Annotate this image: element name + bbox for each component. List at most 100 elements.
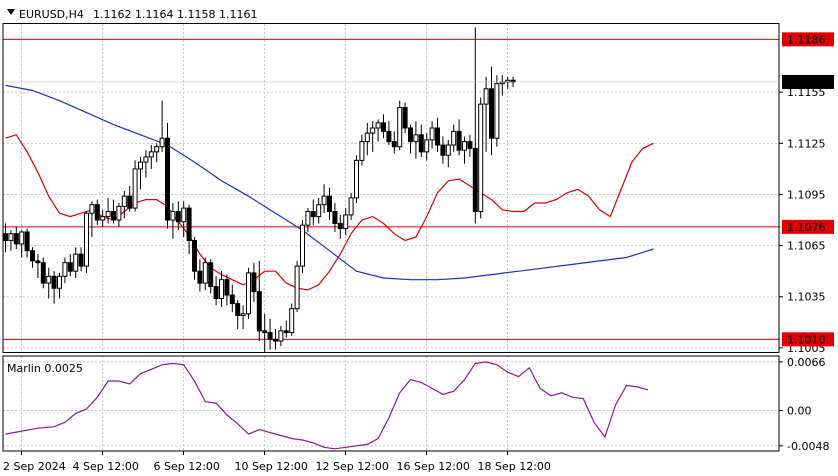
candle-body-down [51,275,57,289]
candle-body-down [256,291,262,332]
candle [192,237,197,280]
candle [435,117,440,152]
price-tick-label: 1.1035 [787,291,826,304]
candle-body-up [62,262,68,277]
price-tick-label: 1.1155 [787,86,826,99]
dropdown-triangle-icon[interactable] [7,9,15,15]
chart-header: EURUSD,H4 1.1162 1.1164 1.1158 1.1161 [7,8,257,21]
candlesticks [3,27,516,353]
candle [197,259,203,292]
candle-body-down [262,330,268,334]
candle-body-down [35,260,41,264]
candle [62,257,68,284]
candle-body-down [24,231,30,252]
candle-body-down [197,270,203,284]
grid-lines [3,24,779,451]
candle [267,318,273,350]
candle-body-up [462,141,467,151]
candle [175,201,181,231]
level-tag-label: 1.1076 [787,221,826,234]
candle [402,102,408,134]
ind-tick-label: 0.0066 [787,356,826,369]
horizontal-levels [3,38,779,340]
indicator-label: Marlin 0.0025 [7,362,83,375]
candle-body-up [445,144,451,156]
candle-body-down [386,130,392,143]
candle-body-up [159,137,165,148]
indicator-pane-frame [2,355,780,452]
candle-body-up [73,253,79,272]
candle [370,121,376,152]
candle-body-up [89,204,95,214]
candle-body-down [310,211,316,218]
candle [424,133,430,161]
candle-body-down [408,127,413,143]
candle-body-down [472,147,478,213]
candle-body-up [451,130,457,146]
candle [321,184,327,214]
level-tag-label: 1.1186 [787,33,826,46]
candle [278,325,284,347]
symbol-label: EURUSD,H4 [19,8,84,21]
candle-body-up [121,195,127,207]
candle-body-down [78,253,84,267]
candle-body-down [418,134,424,153]
candle-body-up [219,279,224,299]
candle [235,300,241,330]
candle-body-up [359,141,365,161]
candle [116,202,122,227]
candle [418,124,424,157]
time-axis: 2 Sep 2024 4 Sep 12:00 6 Sep 12:00 10 Sep 1… [3,451,551,473]
level-tag-box-0 [782,32,834,47]
candle-body-down [402,107,408,129]
candle [262,313,268,353]
candle [246,267,251,319]
candle [397,100,403,151]
level-tag-label: 1.1010 [787,333,826,346]
marlin-path [5,361,649,450]
candle-body-up [354,159,359,199]
candle-body-up [494,83,500,139]
candle-body-up [116,205,122,221]
candle-body-down [273,338,278,342]
candle-body-down [213,286,219,299]
candle [327,187,332,221]
candle [305,208,311,232]
candle [375,119,381,142]
candle [273,329,278,350]
candle [316,197,322,224]
candle [386,121,392,146]
candle-body-down [186,207,192,241]
candle [478,97,484,219]
candle [73,247,79,278]
time-tick-label: 12 Sep 12:00 [316,460,389,473]
candle [213,276,219,306]
candle [467,134,473,157]
price-tick-label: 1.1095 [787,188,826,201]
candle-body-down [332,211,338,224]
candle [40,257,46,289]
candle [391,131,397,154]
candle-body-up [170,211,176,221]
candle [208,259,214,294]
candle [35,254,41,278]
current-price-box [782,74,834,89]
candle-body-up [321,195,327,206]
candle-body-up [84,212,89,267]
candle-body-down [489,88,494,139]
candle-body-up [138,161,143,170]
candle [13,226,19,250]
candle-body-up [397,107,403,148]
candle [408,124,413,154]
candle-body-down [510,79,516,83]
candle-body-up [278,330,284,342]
candle-body-down [3,233,8,241]
candle [451,124,457,152]
candle-body-down [327,195,332,213]
candle [413,121,419,159]
ind-tick-label: -0.0048 [787,440,829,453]
candle-body-up [289,308,295,334]
candle-body-up [57,275,62,289]
candle-body-down [13,233,19,245]
